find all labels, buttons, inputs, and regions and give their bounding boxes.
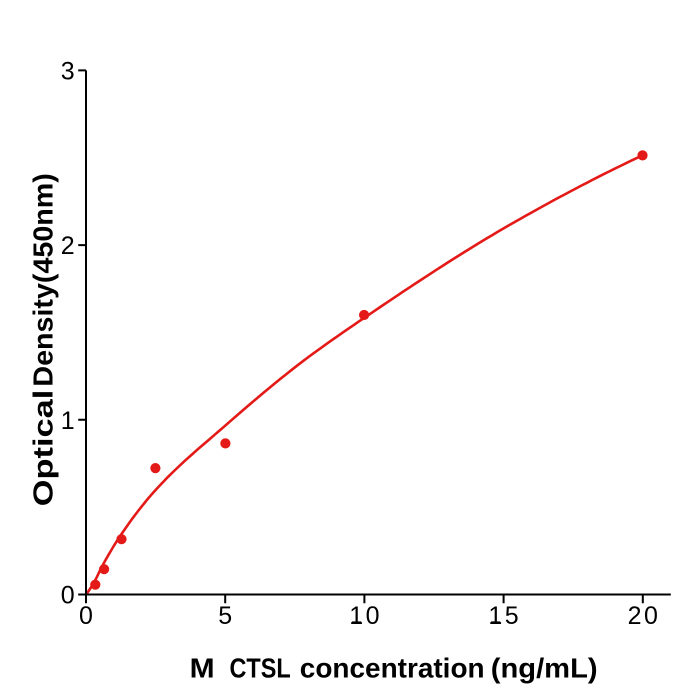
svg-text:2: 2 bbox=[61, 232, 75, 260]
svg-text:10: 10 bbox=[349, 602, 382, 630]
svg-text:(ng/mL): (ng/mL) bbox=[491, 653, 598, 684]
svg-text:15: 15 bbox=[488, 602, 521, 630]
svg-text:CTSL: CTSL bbox=[230, 653, 291, 684]
svg-text:0: 0 bbox=[61, 582, 75, 610]
svg-text:0: 0 bbox=[79, 602, 93, 630]
svg-text:M: M bbox=[190, 653, 215, 684]
svg-text:3: 3 bbox=[61, 58, 75, 86]
svg-text:Density(450nm): Density(450nm) bbox=[28, 173, 59, 386]
svg-text:20: 20 bbox=[628, 602, 661, 630]
svg-text:Optical: Optical bbox=[28, 390, 59, 507]
svg-text:5: 5 bbox=[218, 602, 232, 630]
svg-text:1: 1 bbox=[61, 407, 75, 435]
svg-text:concentration: concentration bbox=[300, 653, 485, 684]
